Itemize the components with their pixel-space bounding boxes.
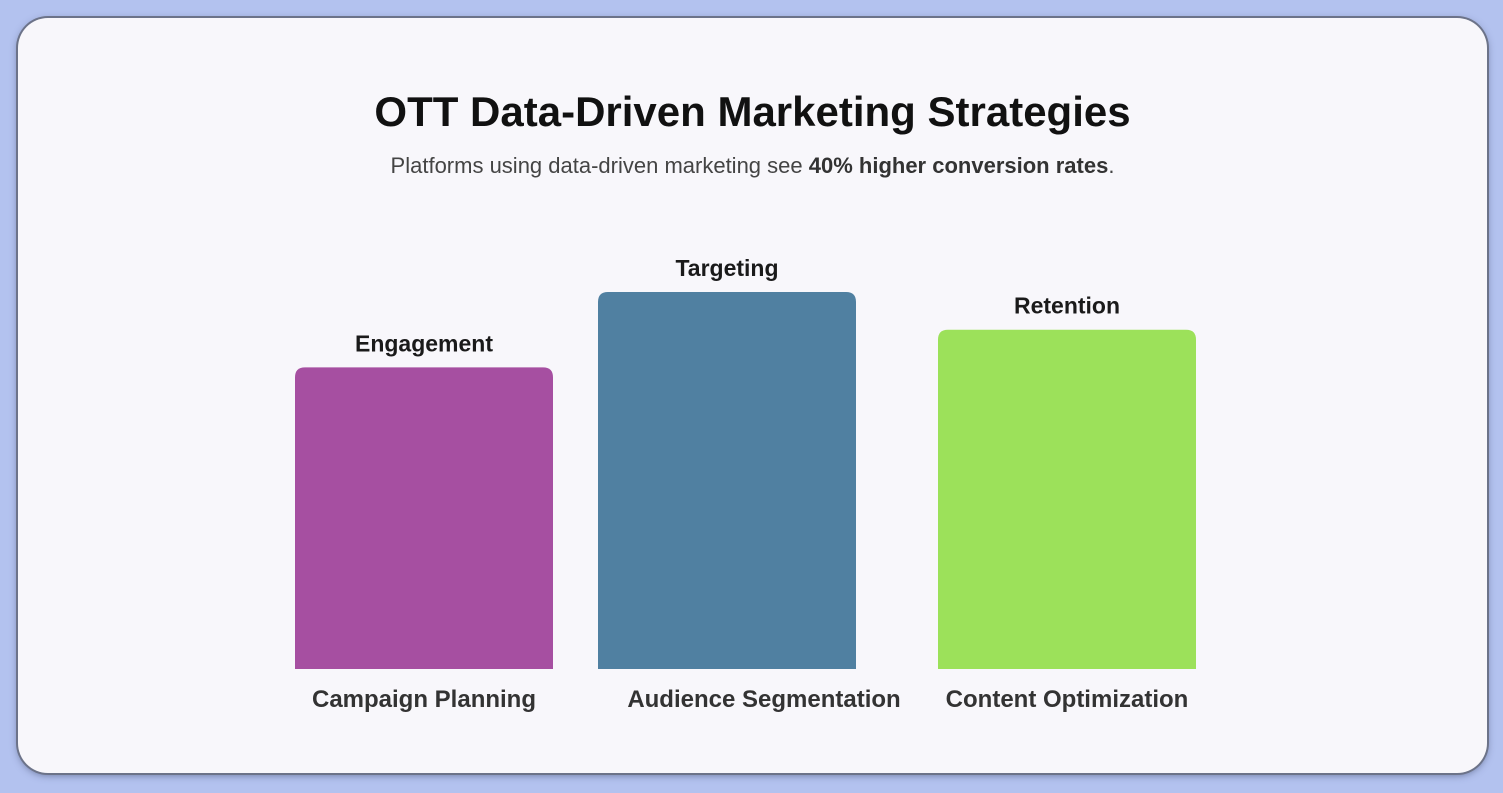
bar-audience-segmentation [598,292,856,669]
category-label-audience-segmentation: Audience Segmentation [627,686,900,713]
subtitle-prefix: Platforms using data-driven marketing se… [390,153,809,178]
category-label-campaign-planning: Campaign Planning [312,686,536,713]
bar-campaign-planning [295,367,553,669]
chart-card: OTT Data-Driven Marketing Strategies Pla… [18,18,1487,773]
subtitle-suffix: . [1108,153,1115,178]
subtitle-highlight: 40% higher conversion rates [808,153,1109,178]
bar-label-content-optimization: Retention [1014,293,1120,319]
page-title: OTT Data-Driven Marketing Strategies [374,88,1131,135]
bar-label-campaign-planning: Engagement [355,330,493,356]
category-label-content-optimization: Content Optimization [946,686,1189,713]
bar-chart: Engagement Campaign Planning Targeting Audi… [295,255,1196,713]
page-subtitle: Platforms using data-driven marketing se… [18,152,1487,180]
bar-content-optimization [938,329,1196,669]
bar-label-audience-segmentation: Targeting [675,255,778,281]
